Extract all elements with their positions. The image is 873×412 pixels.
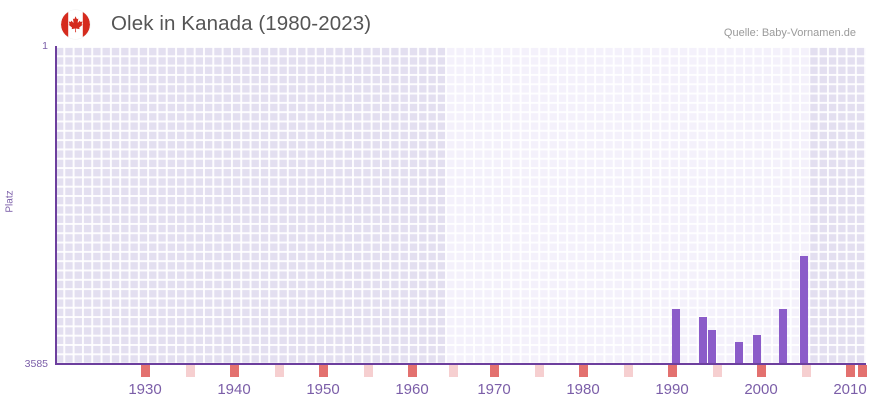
plot-area — [55, 47, 866, 364]
x-axis-label-1960: 1960 — [395, 381, 429, 398]
y-axis-title: Platz — [4, 190, 16, 213]
x-axis-label-1990: 1990 — [655, 381, 689, 398]
source-note: Quelle: Baby-Vornamen.de — [723, 27, 856, 39]
x-marker-minor-5 — [623, 365, 633, 377]
x-marker-minor-2 — [363, 365, 373, 377]
bar-2018[interactable] — [779, 309, 787, 364]
x-axis-line — [55, 363, 866, 365]
x-marker-1960 — [408, 365, 417, 377]
x-axis-label-2000: 2000 — [744, 381, 778, 398]
x-marker-1970 — [490, 365, 499, 377]
x-marker-1990 — [668, 365, 677, 377]
y-axis-bottom-label: 3585 — [24, 358, 48, 370]
x-axis-label-1930: 1930 — [128, 381, 162, 398]
x-marker-minor-4 — [534, 365, 544, 377]
x-axis-label-1940: 1940 — [217, 381, 251, 398]
x-marker-1940 — [230, 365, 239, 377]
x-axis-label-1980: 1980 — [566, 381, 600, 398]
page-title: Olek in Kanada (1980-2023) — [111, 12, 372, 35]
x-marker-minor-6 — [712, 365, 722, 377]
x-axis-marker-row — [55, 365, 867, 377]
x-axis-label-1950: 1950 — [306, 381, 340, 398]
x-marker-1980 — [579, 365, 588, 377]
x-marker-minor-0 — [185, 365, 195, 377]
bar-2006[interactable] — [672, 309, 680, 364]
x-marker-2000 — [757, 365, 766, 377]
plot-grid — [55, 47, 866, 364]
x-axis-label-1970: 1970 — [477, 381, 511, 398]
x-marker-2010 — [846, 365, 855, 377]
bar-2013[interactable] — [735, 342, 743, 364]
x-marker-minor-3 — [449, 365, 458, 377]
x-axis-label-2010: 2010 — [833, 381, 867, 398]
x-marker-end — [858, 365, 867, 377]
x-marker-1950 — [319, 365, 328, 377]
chart-header: Olek in Kanada (1980-2023) Quelle: Baby-… — [0, 0, 873, 47]
x-marker-minor-7 — [801, 365, 811, 377]
bar-2010[interactable] — [708, 330, 716, 364]
x-marker-minor-1 — [274, 365, 284, 377]
y-axis-top-label: 1 — [42, 40, 48, 52]
x-marker-1930 — [141, 365, 150, 377]
canada-flag-icon — [61, 10, 90, 39]
bar-2021[interactable] — [800, 256, 808, 364]
bar-2009[interactable] — [699, 317, 707, 364]
bar-2015[interactable] — [753, 335, 761, 364]
y-axis-line — [55, 46, 57, 365]
